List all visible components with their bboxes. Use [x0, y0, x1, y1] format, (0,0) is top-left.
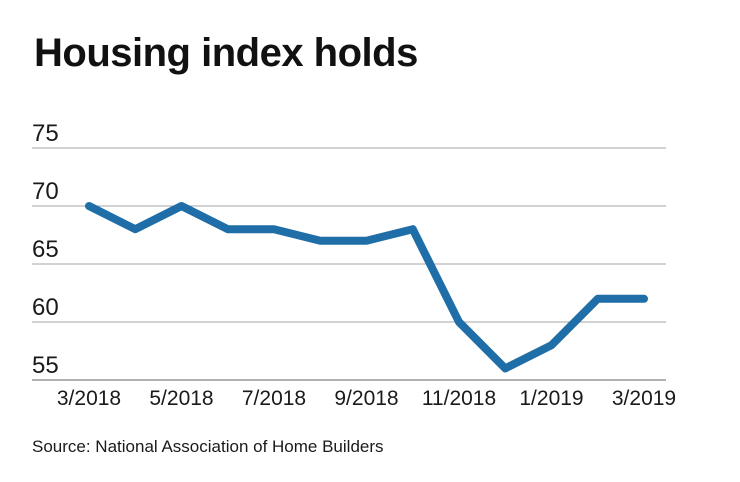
y-tick-label-70: 70 — [32, 178, 59, 205]
x-tick-label-7/2018: 7/2018 — [242, 387, 306, 410]
chart-title: Housing index holds — [34, 31, 418, 75]
index-series-line — [85, 202, 648, 373]
source-attribution: Source: National Association of Home Bui… — [32, 437, 384, 456]
x-tick-label-3/2018: 3/2018 — [57, 387, 121, 410]
x-tick-label-3/2019: 3/2019 — [612, 387, 676, 410]
y-tick-label-60: 60 — [32, 294, 59, 321]
x-tick-label-9/2018: 9/2018 — [334, 387, 398, 410]
x-tick-label-5/2018: 5/2018 — [149, 387, 213, 410]
x-tick-label-1/2019: 1/2019 — [519, 387, 583, 410]
y-tick-label-55: 55 — [32, 352, 59, 379]
x-tick-label-11/2018: 11/2018 — [422, 387, 496, 410]
y-tick-label-75: 75 — [32, 120, 59, 147]
y-tick-label-65: 65 — [32, 236, 59, 263]
